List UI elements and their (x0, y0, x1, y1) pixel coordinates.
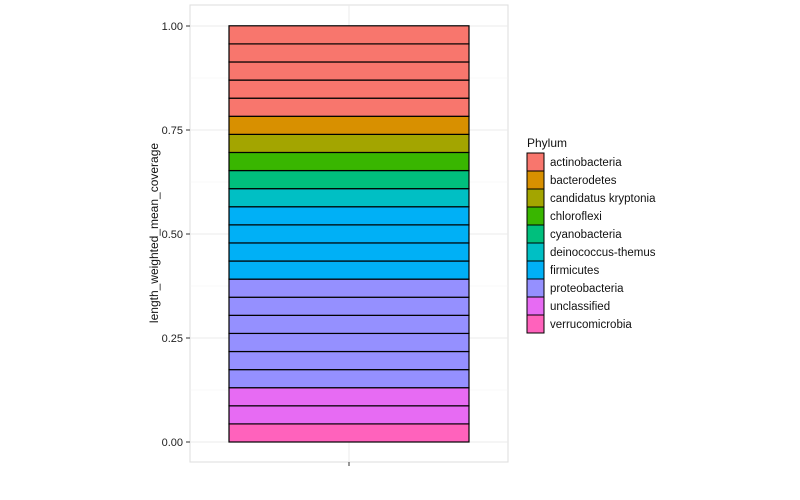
legend-label: chloroflexi (550, 211, 602, 223)
legend-key-actinobacteria (526, 152, 545, 172)
legend-label: proteobacteria (550, 283, 624, 295)
y-tick-label: 0.50 (162, 229, 183, 241)
bar-segment-proteobacteria (228, 350, 470, 371)
bar-segment-chloroflexi (228, 151, 470, 172)
bar-segment-firmicutes (228, 206, 470, 226)
legend-key-deinococcus-themus (526, 242, 545, 262)
legend-key-verrucomicrobia (526, 314, 545, 334)
legend-key-chloroflexi (526, 206, 545, 226)
y-tick-label: 1.00 (162, 21, 183, 33)
bar-segment-verrucomicrobia (228, 423, 470, 443)
y-axis-title: length_weighted_mean_coverage (147, 143, 161, 323)
bar-segment-actinobacteria (228, 61, 470, 81)
bar-segments (228, 25, 470, 443)
legend: Phylum actinobacteria bacterodetes candida… (526, 136, 656, 334)
legend-label: cyanobacteria (550, 229, 622, 241)
y-tick-label: 0.25 (162, 333, 183, 345)
bar-segment-proteobacteria (228, 278, 470, 298)
bar-segment-proteobacteria (228, 332, 470, 353)
legend-label: bacterodetes (550, 175, 617, 187)
y-axis: 0.00 0.25 0.50 0.75 1.00 (162, 21, 190, 449)
bar-segment-bacterodetes (228, 115, 470, 135)
bar-segment-cyanobacteria (228, 169, 470, 190)
bar-segment-actinobacteria (228, 97, 470, 117)
legend-key-unclassified (526, 296, 545, 316)
bar-segment-unclassified (228, 387, 470, 407)
bar-segment-proteobacteria (228, 314, 470, 335)
bar-segment-firmicutes (228, 242, 470, 262)
legend-label: deinococcus-themus (550, 247, 656, 259)
legend-key-bacterodetes (526, 170, 545, 190)
legend-label: candidatus kryptonia (550, 193, 656, 205)
legend-label: verrucomicrobia (550, 319, 632, 331)
legend-label: actinobacteria (550, 157, 622, 169)
bar-segment-proteobacteria (228, 369, 470, 389)
bar-segment-firmicutes (228, 260, 470, 280)
bar-segment-actinobacteria (228, 79, 470, 99)
bar-segment-firmicutes (228, 224, 470, 244)
legend-key-proteobacteria (526, 278, 545, 298)
legend-key-candidatus-kryptonia (526, 188, 545, 208)
bar-segment-deinococcus-themus (228, 188, 470, 208)
legend-key-cyanobacteria (526, 224, 545, 244)
y-tick-label: 0.75 (162, 125, 183, 137)
bar-segment-proteobacteria (228, 296, 470, 316)
bar-segment-unclassified (228, 405, 470, 425)
legend-label: firmicutes (550, 265, 599, 277)
bar-segment-candidatus-kryptonia (228, 133, 470, 154)
legend-key-firmicutes (526, 260, 545, 280)
bar-segment-actinobacteria (228, 25, 470, 45)
bar-segment-actinobacteria (228, 43, 470, 63)
y-tick-label: 0.00 (162, 437, 183, 449)
legend-title: Phylum (527, 136, 567, 150)
legend-label: unclassified (550, 301, 610, 313)
